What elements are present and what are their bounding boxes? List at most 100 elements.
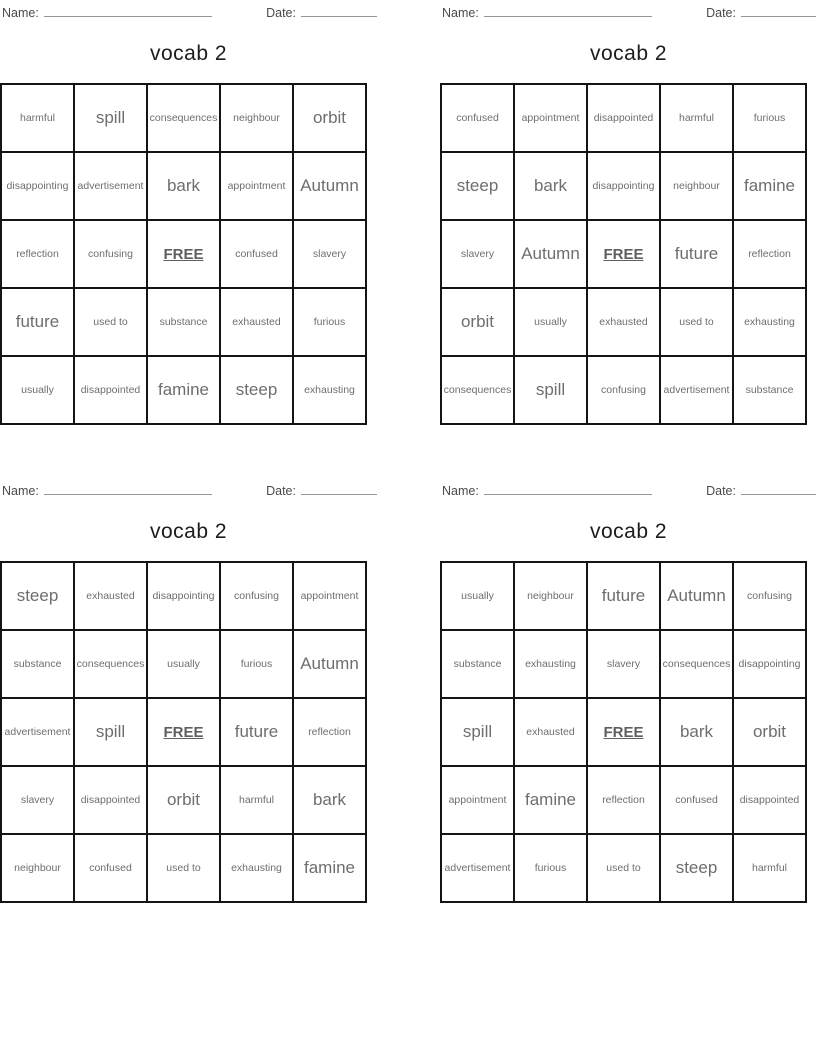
name-label: Name: xyxy=(442,484,479,498)
bingo-cell: used to xyxy=(588,835,661,903)
bingo-cell: confusing xyxy=(75,221,148,289)
bingo-cell: appointment xyxy=(221,153,294,221)
bingo-cell: future xyxy=(221,699,294,767)
bingo-card-3: Name: Date: vocab 2 steep exhausted disapp… xyxy=(0,478,377,914)
bingo-cell: famine xyxy=(294,835,367,903)
bingo-cell: substance xyxy=(734,357,807,425)
name-blank-line xyxy=(483,3,652,17)
bingo-cell: neighbour xyxy=(2,835,75,903)
date-label: Date: xyxy=(706,484,736,498)
bingo-cell: confusing xyxy=(588,357,661,425)
bingo-cell: harmful xyxy=(2,85,75,153)
date-blank-line xyxy=(741,3,816,17)
bingo-cell: appointment xyxy=(442,767,515,835)
bingo-cell: furious xyxy=(294,289,367,357)
date-blank-line xyxy=(301,3,377,17)
date-label: Date: xyxy=(266,484,296,498)
bingo-cell: exhausting xyxy=(221,835,294,903)
name-blank-line xyxy=(483,481,652,495)
bingo-cell: future xyxy=(588,563,661,631)
bingo-cell: furious xyxy=(515,835,588,903)
card-title: vocab 2 xyxy=(149,520,228,543)
bingo-cell: substance xyxy=(442,631,515,699)
bingo-cell: neighbour xyxy=(515,563,588,631)
bingo-cell: disappointing xyxy=(588,153,661,221)
bingo-cell: orbit xyxy=(734,699,807,767)
free-cell: FREE xyxy=(588,699,661,767)
name-date-row: Name: Date: xyxy=(442,3,816,20)
bingo-cell: steep xyxy=(661,835,734,903)
bingo-cell: spill xyxy=(442,699,515,767)
bingo-cell: reflection xyxy=(294,699,367,767)
bingo-cell: confused xyxy=(442,85,515,153)
bingo-cell: reflection xyxy=(588,767,661,835)
bingo-cell: exhausted xyxy=(515,699,588,767)
bingo-cell: confused xyxy=(75,835,148,903)
bingo-cell: appointment xyxy=(294,563,367,631)
bingo-cell: steep xyxy=(2,563,75,631)
bingo-cell: exhausting xyxy=(294,357,367,425)
card-title: vocab 2 xyxy=(149,42,228,65)
bingo-cell: usually xyxy=(2,357,75,425)
name-label: Name: xyxy=(442,6,479,20)
bingo-cell: bark xyxy=(515,153,588,221)
bingo-cell: consequences xyxy=(75,631,148,699)
bingo-cell: disappointed xyxy=(75,357,148,425)
bingo-cell: orbit xyxy=(442,289,515,357)
bingo-cell: famine xyxy=(734,153,807,221)
bingo-cell: exhausted xyxy=(588,289,661,357)
bingo-cell: usually xyxy=(515,289,588,357)
bingo-cell: future xyxy=(2,289,75,357)
bingo-cell: consequences xyxy=(661,631,734,699)
bingo-cell: neighbour xyxy=(661,153,734,221)
bingo-cell: confusing xyxy=(221,563,294,631)
name-date-row: Name: Date: xyxy=(442,481,816,498)
bingo-cell: slavery xyxy=(588,631,661,699)
bingo-cell: bark xyxy=(148,153,221,221)
bingo-cell: disappointed xyxy=(734,767,807,835)
bingo-cell: consequences xyxy=(442,357,515,425)
bingo-cell: used to xyxy=(661,289,734,357)
date-label: Date: xyxy=(266,6,296,20)
bingo-card-2: Name: Date: vocab 2 confused appointment d… xyxy=(440,0,816,436)
bingo-cell: exhausting xyxy=(515,631,588,699)
date-blank-line xyxy=(301,481,377,495)
bingo-cell: Autumn xyxy=(515,221,588,289)
name-label: Name: xyxy=(2,6,39,20)
free-cell: FREE xyxy=(148,699,221,767)
bingo-cell: disappointed xyxy=(588,85,661,153)
bingo-cell: advertisement xyxy=(442,835,515,903)
bingo-cell: spill xyxy=(515,357,588,425)
bingo-cell: harmful xyxy=(221,767,294,835)
bingo-cell: spill xyxy=(75,85,148,153)
bingo-cell: Autumn xyxy=(661,563,734,631)
bingo-cell: advertisement xyxy=(75,153,148,221)
bingo-cell: bark xyxy=(661,699,734,767)
bingo-cell: steep xyxy=(221,357,294,425)
bingo-cell: reflection xyxy=(2,221,75,289)
bingo-cell: disappointing xyxy=(148,563,221,631)
bingo-cell: steep xyxy=(442,153,515,221)
bingo-cell: substance xyxy=(148,289,221,357)
card-title: vocab 2 xyxy=(589,520,668,543)
bingo-cell: usually xyxy=(442,563,515,631)
bingo-cell: harmful xyxy=(661,85,734,153)
bingo-cell: substance xyxy=(2,631,75,699)
bingo-card-1: Name: Date: vocab 2 harmful spill conseque… xyxy=(0,0,377,436)
bingo-cell: disappointed xyxy=(75,767,148,835)
bingo-cell: used to xyxy=(75,289,148,357)
bingo-cell: furious xyxy=(221,631,294,699)
bingo-cell: disappointing xyxy=(2,153,75,221)
name-date-row: Name: Date: xyxy=(2,481,377,498)
free-cell: FREE xyxy=(148,221,221,289)
bingo-cell: exhausting xyxy=(734,289,807,357)
card-title: vocab 2 xyxy=(589,42,668,65)
bingo-grid: usually neighbour future Autumn confusing sub… xyxy=(440,561,807,903)
bingo-cell: advertisement xyxy=(2,699,75,767)
date-label: Date: xyxy=(706,6,736,20)
bingo-grid: confused appointment disappointed harmful fu… xyxy=(440,83,807,425)
date-blank-line xyxy=(741,481,816,495)
bingo-cell: famine xyxy=(515,767,588,835)
bingo-cell: usually xyxy=(148,631,221,699)
bingo-cell: confused xyxy=(221,221,294,289)
